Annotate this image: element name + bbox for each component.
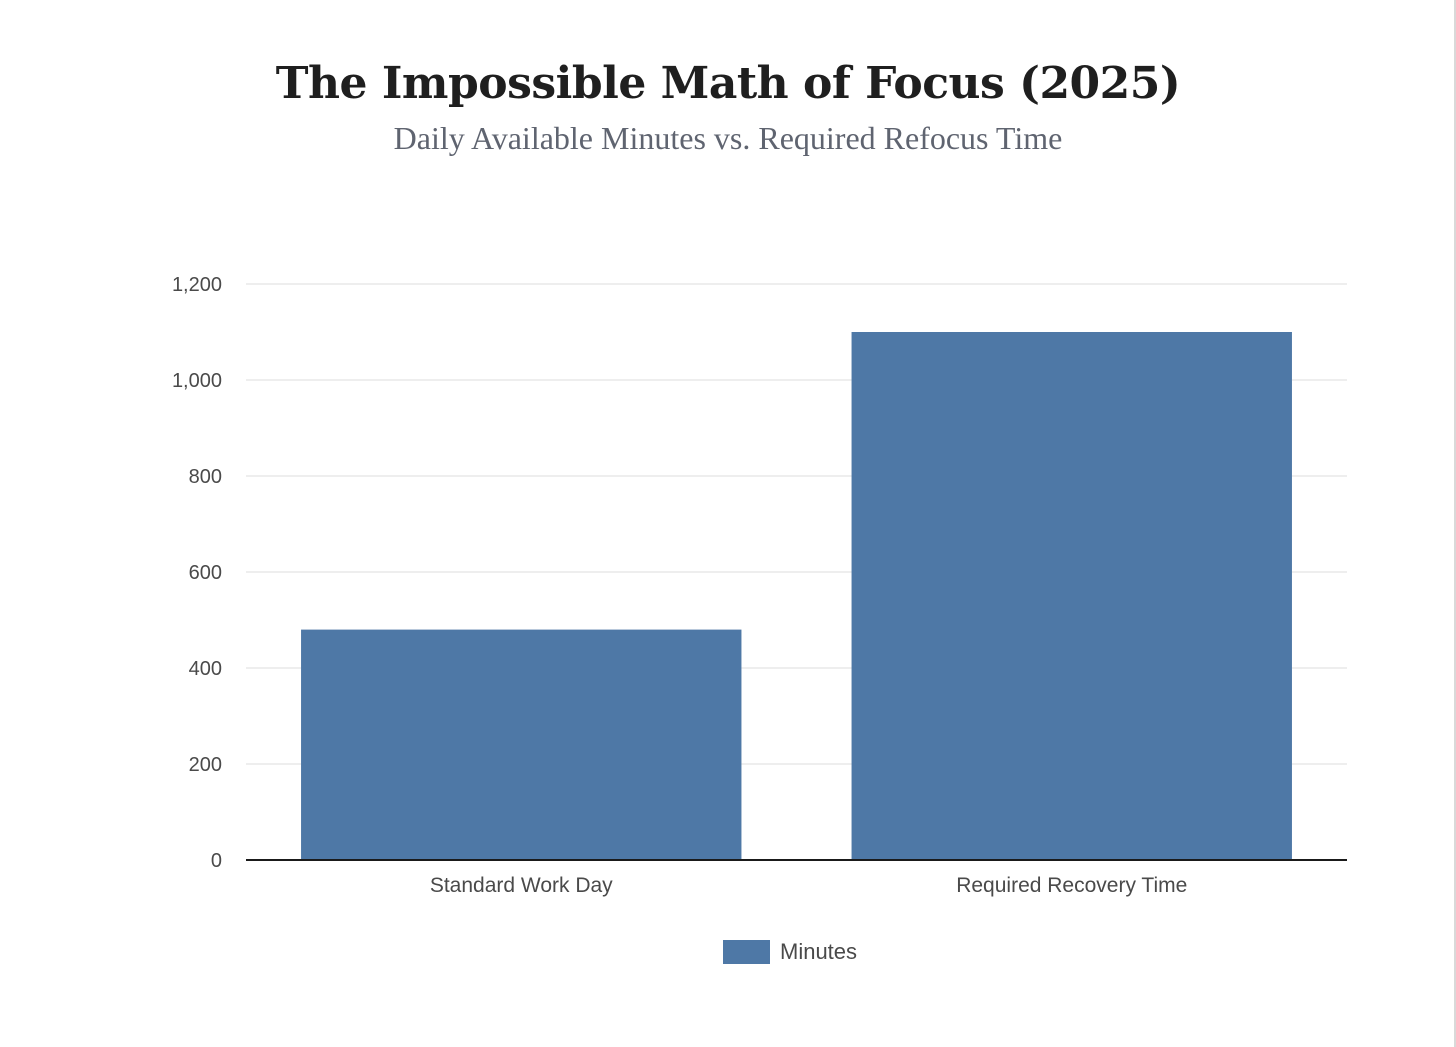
y-tick-label: 600 [189,562,222,584]
bar-required-recovery-time [851,332,1292,860]
bar-standard-work-day [301,629,742,860]
legend-swatch [723,940,770,964]
y-tick-label: 1,000 [172,370,222,392]
legend-label: Minutes [780,939,858,964]
chart-title: The Impossible Math of Focus (2025) [275,58,1181,109]
x-tick-label: Required Recovery Time [956,874,1187,897]
y-tick-label: 200 [189,754,222,776]
y-axis: 0 200 400 600 800 1,000 1,200 [172,274,222,872]
page-edge-divider [1454,0,1456,1047]
y-tick-label: 0 [211,850,222,872]
x-axis: Standard Work Day Required Recovery Time [246,859,1347,897]
y-tick-label: 400 [189,658,222,680]
y-tick-label: 1,200 [172,274,222,296]
chart-subtitle: Daily Available Minutes vs. Required Ref… [393,120,1063,156]
bars [301,332,1292,860]
y-tick-label: 800 [189,466,222,488]
x-tick-label: Standard Work Day [430,874,613,897]
legend: Minutes [723,937,857,967]
